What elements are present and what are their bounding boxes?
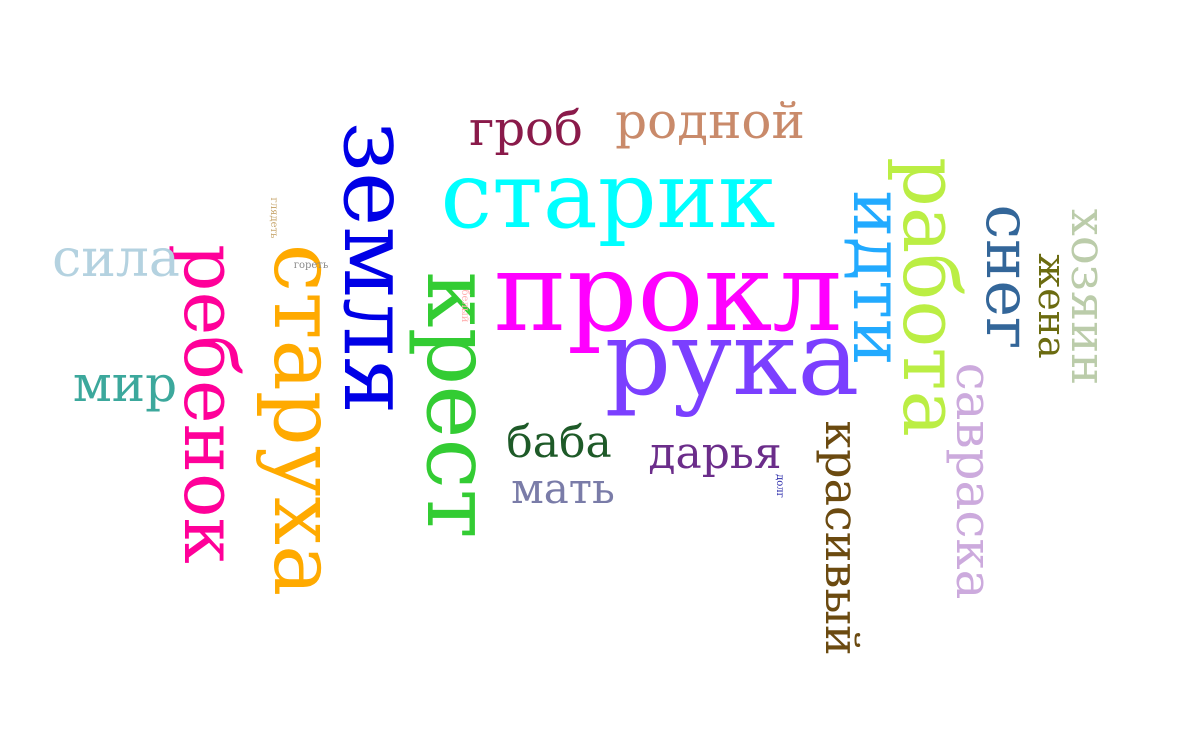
word-мир: мир [72,355,178,413]
word-гроб: гроб [469,101,583,157]
word-дарья: дарья [648,428,782,479]
word-ребенок: ребенок [167,244,253,564]
word-белый: белый [459,289,470,323]
word-гореть: гореть [293,260,329,271]
word-крест: крест [406,271,511,539]
word-красивый: красивый [815,420,869,656]
word-родной: родной [615,92,805,150]
word-сила: сила [52,229,180,289]
word-жена: жена [1030,253,1074,359]
word-старик: старик [440,142,776,249]
word-мать: мать [511,464,615,513]
word-баба: баба [506,417,612,468]
word-глядеть: глядеть [268,197,279,239]
word-саврaска: саврaска [945,362,1003,600]
word-прокл: прокл [493,228,843,356]
word-идти: идти [837,190,919,366]
word-долг: долг [774,474,785,498]
word-старуха: старуха [254,243,354,597]
word-рука: рука [604,297,860,419]
